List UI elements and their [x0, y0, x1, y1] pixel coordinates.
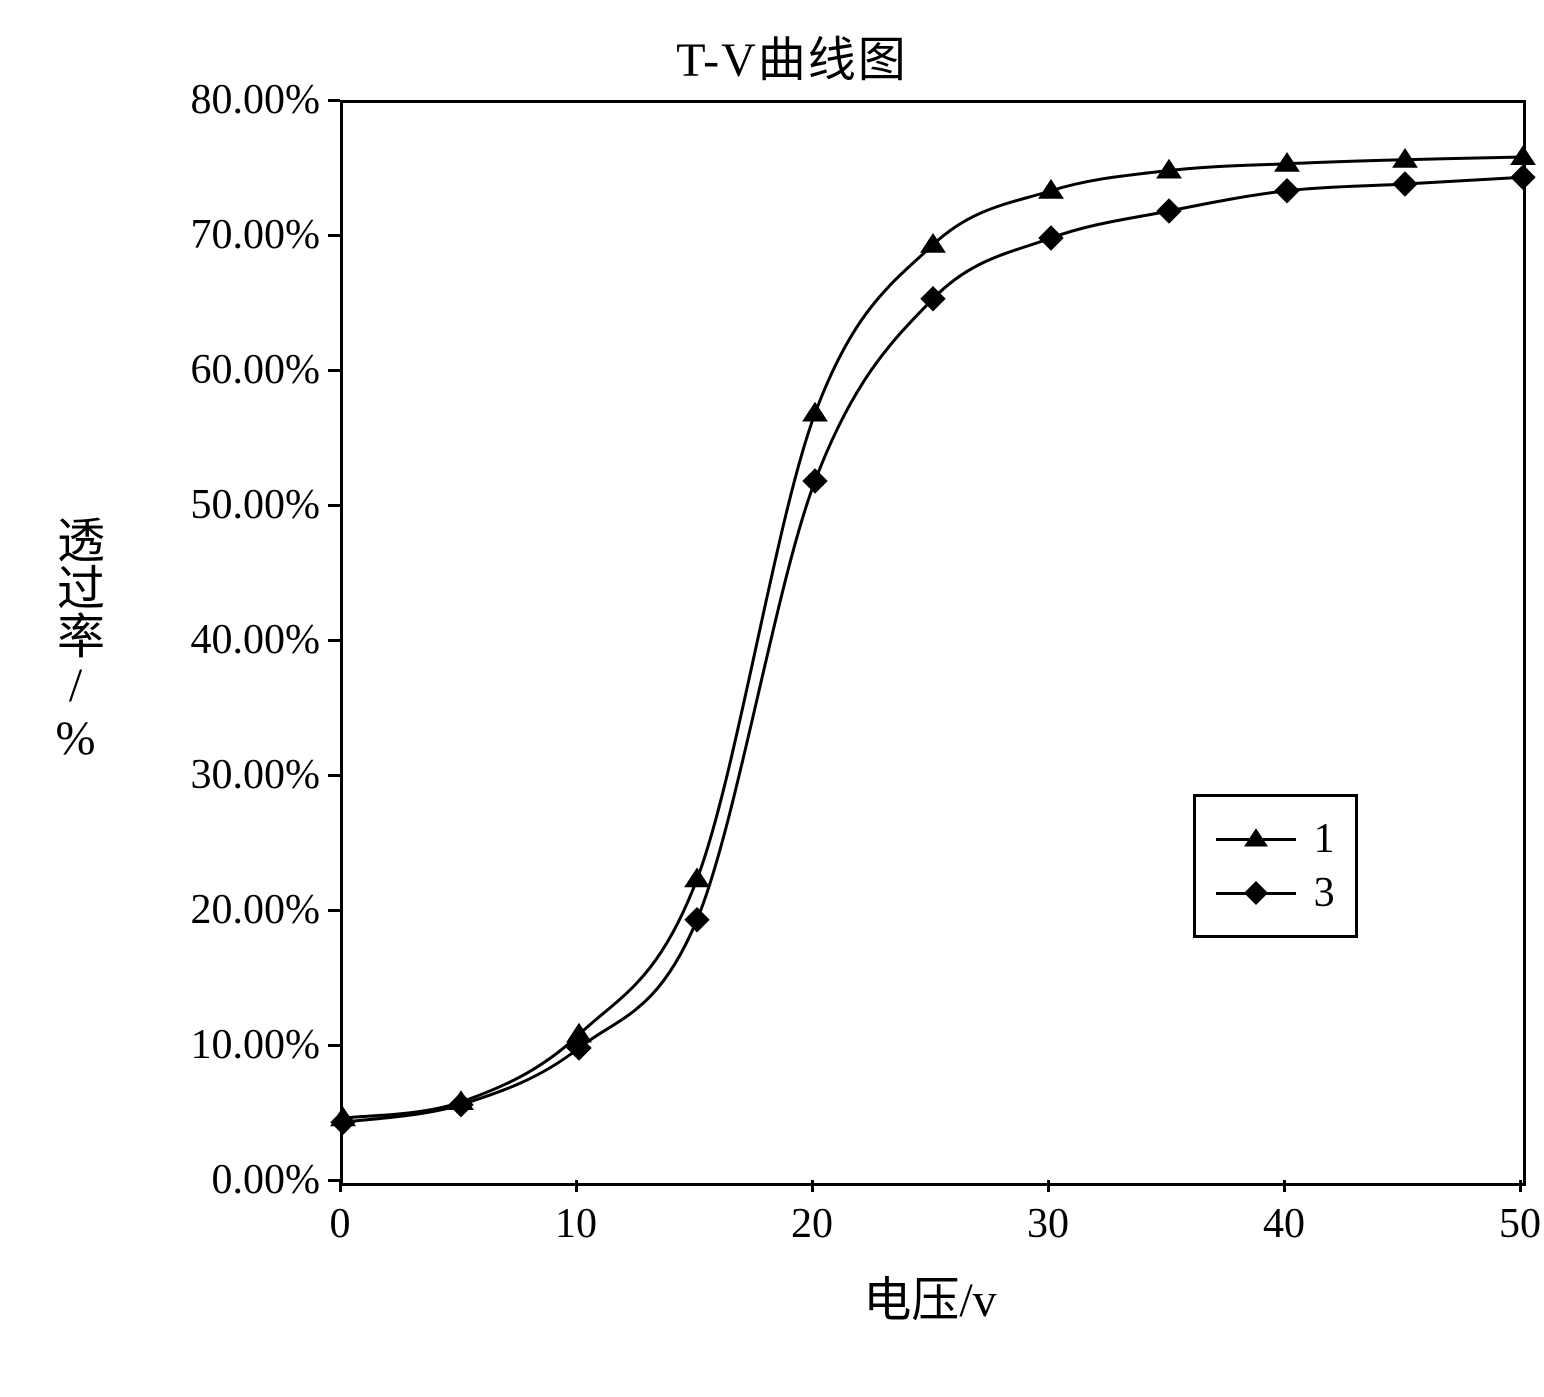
x-tick-mark [1283, 1180, 1286, 1192]
marker-triangle [1511, 146, 1535, 164]
legend-item-1: 1 [1216, 815, 1335, 863]
y-tick-mark [328, 909, 340, 912]
x-tick-mark [1047, 1180, 1050, 1192]
marker-diamond [685, 908, 709, 932]
x-axis-label: 电压/v [863, 1260, 996, 1330]
legend-item-3: 3 [1216, 869, 1335, 917]
marker-diamond [1157, 199, 1181, 223]
legend-label: 1 [1314, 815, 1335, 863]
y-tick-label: 30.00% [191, 751, 321, 799]
y-tick-mark [328, 1044, 340, 1047]
legend: 13 [1193, 794, 1358, 938]
x-tick-mark [1519, 1180, 1522, 1192]
y-axis-label: 透过率/% [40, 515, 110, 765]
x-tick-mark [575, 1180, 578, 1192]
marker-diamond [1275, 179, 1299, 203]
y-tick-label: 20.00% [191, 886, 321, 934]
plot-area: 13 [340, 100, 1526, 1186]
marker-triangle [685, 868, 709, 886]
x-tick-label: 30 [1027, 1200, 1069, 1248]
tv-curve-chart: T-V曲线图 13 透过率/% 电压/v 0.00%10.00%20.00%30… [20, 20, 1544, 1377]
y-tick-label: 10.00% [191, 1021, 321, 1069]
y-tick-label: 50.00% [191, 481, 321, 529]
x-tick-label: 40 [1263, 1200, 1305, 1248]
marker-diamond [1393, 172, 1417, 196]
x-tick-label: 20 [791, 1200, 833, 1248]
y-tick-label: 80.00% [191, 76, 321, 124]
y-tick-label: 60.00% [191, 346, 321, 394]
plot-svg [343, 103, 1523, 1183]
marker-diamond [1511, 165, 1535, 189]
marker-diamond [331, 1110, 355, 1134]
legend-marker-diamond [1242, 879, 1270, 907]
x-tick-label: 0 [330, 1200, 351, 1248]
y-tick-label: 0.00% [212, 1156, 321, 1204]
marker-diamond [803, 469, 827, 493]
y-tick-label: 70.00% [191, 211, 321, 259]
y-tick-mark [328, 774, 340, 777]
x-tick-mark [811, 1180, 814, 1192]
x-tick-mark [339, 1180, 342, 1192]
y-tick-mark [328, 99, 340, 102]
legend-label: 3 [1314, 869, 1335, 917]
y-tick-label: 40.00% [191, 616, 321, 664]
y-tick-mark [328, 504, 340, 507]
legend-line [1216, 838, 1296, 841]
y-tick-mark [328, 369, 340, 372]
series-line-3 [343, 177, 1523, 1122]
y-tick-mark [328, 234, 340, 237]
x-tick-label: 50 [1499, 1200, 1541, 1248]
marker-diamond [449, 1093, 473, 1117]
marker-triangle [803, 403, 827, 421]
y-tick-mark [328, 639, 340, 642]
marker-diamond [1039, 226, 1063, 250]
legend-line [1216, 892, 1296, 895]
legend-marker-triangle [1242, 825, 1270, 853]
x-tick-label: 10 [555, 1200, 597, 1248]
